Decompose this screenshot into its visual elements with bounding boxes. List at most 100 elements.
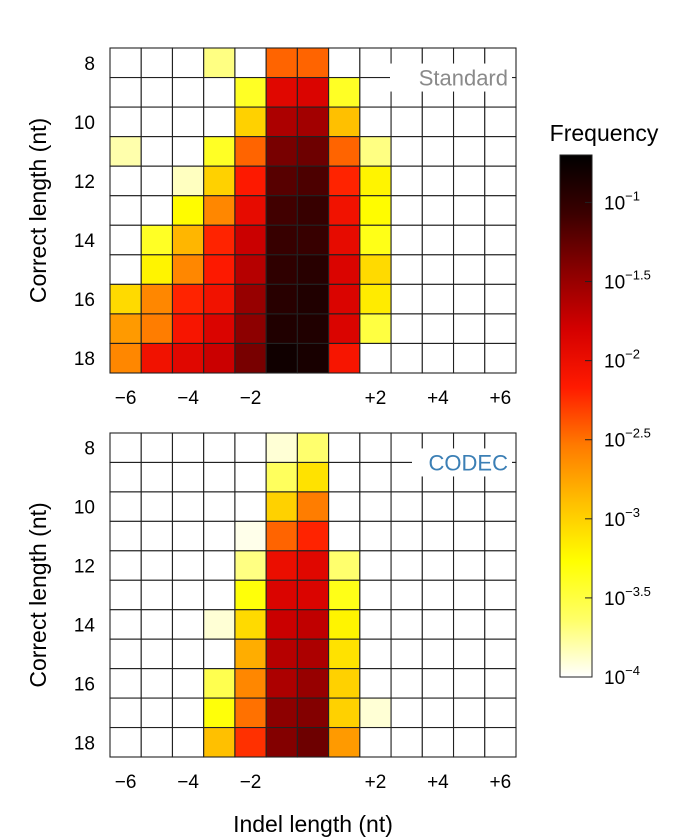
heatmap-cell <box>234 609 267 640</box>
y-tick-label: 18 <box>74 733 95 754</box>
heatmap-cell <box>421 638 455 670</box>
heatmap-cell <box>359 283 392 315</box>
colorbar-tick-mantissa: 10 <box>604 273 625 294</box>
x-tick-label: −4 <box>177 388 199 409</box>
heatmap-cell <box>390 726 423 758</box>
heatmap-cell <box>328 224 361 256</box>
standard-heatmap-panel: Standard −6 −4 −2 +2 +4 +6 8 10 12 14 16 18 Correct l… <box>25 47 517 409</box>
heatmap-cell <box>359 165 392 197</box>
heatmap-cell <box>390 579 423 611</box>
heatmap-cell <box>484 697 517 729</box>
heatmap-cell <box>140 550 174 581</box>
heatmap-cell <box>234 668 267 699</box>
heatmap-cell <box>203 106 236 138</box>
heatmap-cell <box>140 609 174 640</box>
heatmap-cell <box>265 697 298 729</box>
heatmap-cell <box>109 283 142 315</box>
colorbar-tick-label: 10−3.5 <box>604 584 651 610</box>
x-tick-label: −6 <box>115 388 137 409</box>
heatmap-cell <box>390 313 423 345</box>
heatmap-cell <box>359 697 392 729</box>
panel-label-background <box>390 63 512 92</box>
heatmap-cell <box>328 313 361 345</box>
heatmap-cell <box>171 491 205 522</box>
heatmap-cell <box>109 668 142 699</box>
heatmap-cell <box>296 461 330 493</box>
heatmap-cell <box>140 432 174 464</box>
heatmap-cell <box>484 609 517 640</box>
heatmap-cell <box>359 195 392 226</box>
heatmap-cell <box>421 254 455 285</box>
heatmap-cell <box>234 520 267 552</box>
heatmap-cell <box>390 342 423 374</box>
x-axis-label: Indel length (nt) <box>233 811 393 837</box>
heatmap-cell <box>203 697 236 729</box>
heatmap-cell <box>171 47 205 79</box>
heatmap-cell <box>359 461 392 493</box>
y-tick-label: 12 <box>74 172 95 193</box>
heatmap-cell <box>140 668 174 699</box>
heatmap-cell <box>359 47 392 79</box>
panel-label-background <box>412 448 512 477</box>
heatmap-cell <box>234 47 267 79</box>
heatmap-cell <box>234 342 267 374</box>
heatmap-cell <box>359 726 392 758</box>
heatmap-cell <box>265 254 298 285</box>
heatmap-cell <box>359 638 392 670</box>
heatmap-cell <box>296 195 330 226</box>
heatmap-cell <box>296 342 330 374</box>
heatmap-cell <box>234 254 267 285</box>
heatmap-cell <box>296 165 330 197</box>
heatmap-cell <box>328 76 361 108</box>
colorbar-tick-label: 10−4 <box>604 663 640 689</box>
heatmap-cell <box>452 491 486 522</box>
heatmap-cell <box>328 254 361 285</box>
x-tick-label: −2 <box>240 772 262 793</box>
heatmap-cell <box>328 136 361 167</box>
heatmap-cell <box>171 579 205 611</box>
heatmap-cell <box>171 550 205 581</box>
heatmap-cell <box>109 697 142 729</box>
heatmap-cell <box>203 76 236 108</box>
heatmap-cell <box>328 47 361 79</box>
y-tick-label: 8 <box>84 439 95 460</box>
heatmap-cell <box>328 461 361 493</box>
heatmap-cell <box>296 136 330 167</box>
heatmap-cell <box>484 579 517 611</box>
heatmap-cell <box>359 136 392 167</box>
colorbar-tick-label: 10−2.5 <box>604 426 651 452</box>
heatmap-cell <box>265 47 298 79</box>
heatmap-cell <box>109 76 142 108</box>
heatmap-cell <box>296 254 330 285</box>
heatmap-cell <box>109 638 142 670</box>
heatmap-cell <box>171 668 205 699</box>
heatmap-cell <box>109 195 142 226</box>
colorbar-tick-exponent: −2.5 <box>625 426 651 441</box>
heatmap-cell <box>421 550 455 581</box>
colorbar-tick-label: 10−1.5 <box>604 268 651 294</box>
heatmap-cell <box>109 313 142 345</box>
heatmap-cell <box>265 638 298 670</box>
heatmap-cell <box>452 550 486 581</box>
heatmap-cell <box>265 106 298 138</box>
heatmap-cell <box>484 106 517 138</box>
heatmap-cell <box>390 106 423 138</box>
heatmap-cell <box>359 579 392 611</box>
heatmap-cell <box>265 491 298 522</box>
heatmap-cell <box>171 165 205 197</box>
heatmap-cell <box>203 491 236 522</box>
heatmap-cell <box>265 224 298 256</box>
heatmap-cell <box>140 638 174 670</box>
heatmap-cell <box>484 550 517 581</box>
heatmap-cell <box>140 491 174 522</box>
heatmap-cell <box>328 609 361 640</box>
heatmap-cell <box>359 520 392 552</box>
heatmap-cell <box>390 491 423 522</box>
heatmap-cell <box>296 550 330 581</box>
heatmap-cell <box>265 342 298 374</box>
heatmap-cell <box>359 106 392 138</box>
heatmap-cell <box>452 165 486 197</box>
heatmap-cell <box>452 609 486 640</box>
colorbar-tick-exponent: −2 <box>625 347 640 362</box>
heatmap-cell <box>296 668 330 699</box>
